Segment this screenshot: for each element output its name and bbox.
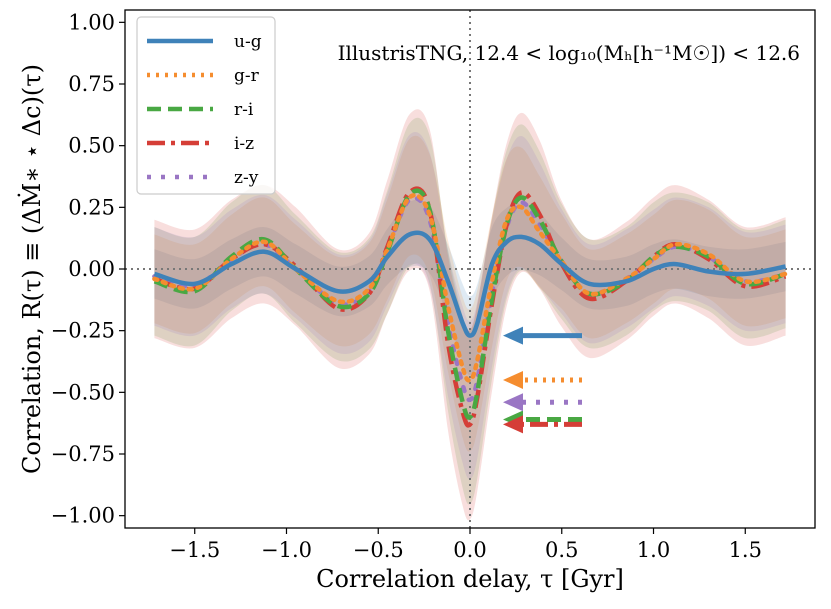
x-tick-label: −0.5 [353,538,404,562]
legend-label-u-g: u-g [234,32,262,52]
legend-label-g-r: g-r [234,66,260,86]
y-tick-label: 0.50 [68,134,115,158]
x-tick-label: −1.0 [261,538,312,562]
legend-label-r-i: r-i [234,100,254,120]
band-u-g [154,199,786,376]
y-axis-title: Correlation, R(τ) ≡ (ΔṀ∗ ⋆ Δc)(τ) [17,64,46,474]
x-tick-label: −1.5 [169,538,220,562]
y-tick-label: −0.75 [51,442,115,466]
reference-lines [125,10,815,528]
arrow-i-z [503,415,582,434]
legend-label-z-y: z-y [234,168,259,188]
simulation-annotation: IllustrisTNG, 12.4 < log₁₀(Mₕ[h⁻¹M☉]) < … [338,41,800,65]
y-tick-label: 0.00 [68,257,115,281]
legend-box [136,16,276,195]
arrow-u-g [503,326,582,345]
x-axis-title: Correlation delay, τ [Gyr] [316,565,624,593]
x-tick-label: 0.5 [545,538,578,562]
x-tick-label: 0.0 [453,538,486,562]
series-lines [152,186,788,428]
y-tick-label: −0.25 [51,319,115,343]
y-tick-label: −0.50 [51,380,115,404]
y-tick-label: 1.00 [68,10,115,34]
y-tick-label: 0.75 [68,72,115,96]
x-axis-ticks: −1.5 −1.0 −0.5 0.0 0.5 1.0 1.5 [169,528,762,562]
band-i-z [154,109,786,521]
arrow-g-r [503,371,582,389]
x-tick-label: 1.0 [637,538,670,562]
y-tick-label: 0.25 [68,195,115,219]
arrow-z-y [503,393,582,412]
x-tick-label: 1.5 [729,538,762,562]
lag-arrows [503,326,582,434]
legend-label-i-z: i-z [234,134,254,154]
legend: u-g g-r r-i i-z z-y [136,16,276,195]
line-u-g [153,230,787,338]
line-g-r [152,192,788,383]
y-axis-ticks: −1.00 −0.75 −0.50 −0.25 0.00 0.25 0.50 0.75 1.00 [51,10,125,528]
band-z-y [154,132,786,479]
y-tick-label: −1.00 [51,504,115,528]
